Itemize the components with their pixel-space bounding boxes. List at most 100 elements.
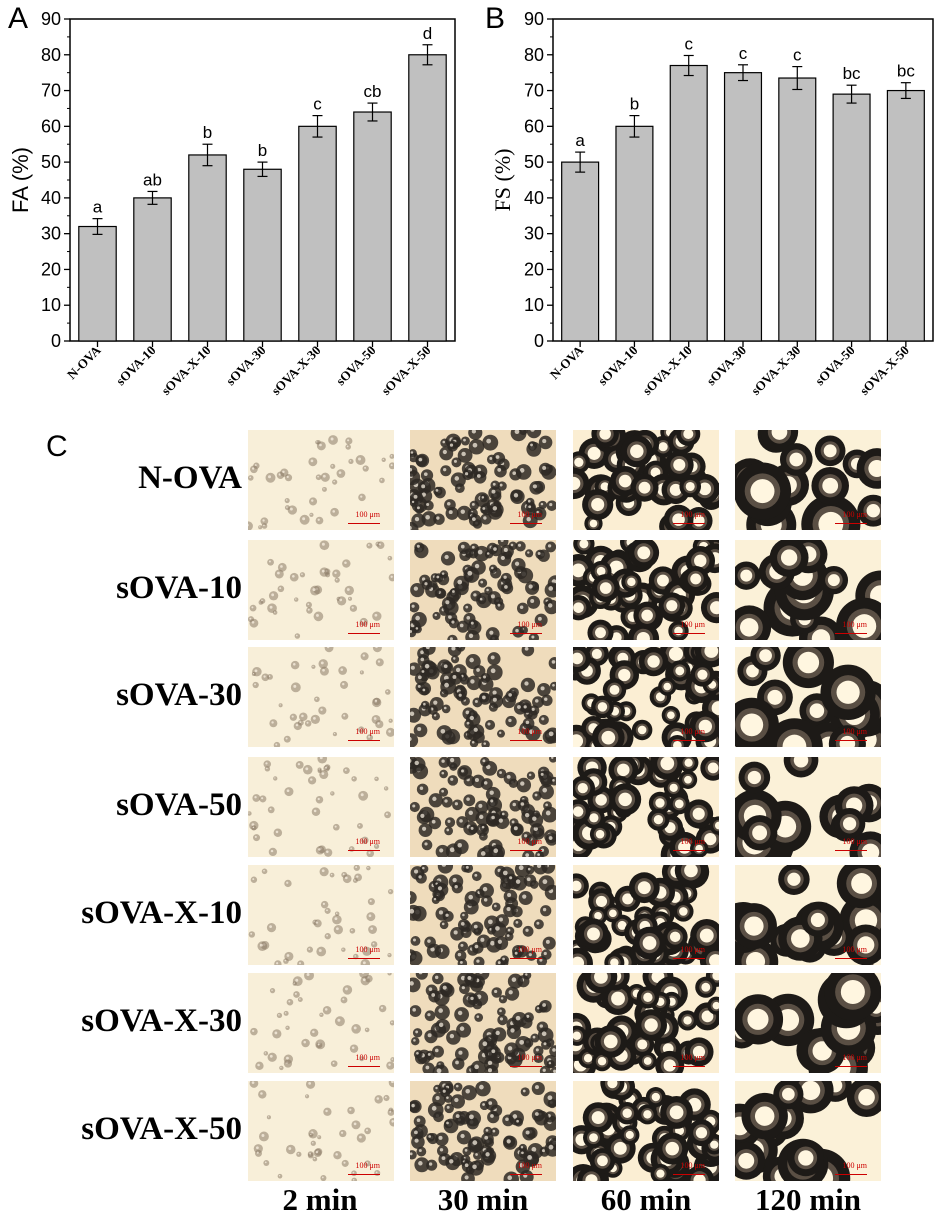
bubble-highlight [280,565,283,568]
bubble-highlight [308,1081,312,1085]
bubble-highlight [553,1069,556,1073]
bubble [510,430,527,442]
bubble-highlight [431,819,436,824]
bubble-highlight [540,772,544,776]
y-tick-label: 10 [524,295,544,315]
bubble-highlight [350,847,352,850]
bubble-field [248,757,392,857]
bubble-highlight [459,960,463,964]
bubble-highlight [363,838,366,841]
bubble-highlight [367,866,369,869]
bubble-highlight [455,1084,459,1088]
bubble-highlight [504,585,508,589]
bubble [249,1081,259,1088]
bubble-highlight [483,516,487,520]
bubble-highlight [416,544,420,548]
bubble-highlight [375,1171,378,1174]
bubble-highlight [474,873,478,877]
y-axis-label: FA (%) [8,147,33,213]
bubble-highlight [331,792,333,794]
scale-bar [673,849,705,851]
bubble-highlight [416,506,420,510]
bubble-highlight [524,647,529,651]
bubble-highlight [449,1159,454,1164]
bubble-highlight [471,741,475,744]
bubble-core [601,730,616,745]
bubble-highlight [454,885,458,889]
bubble-highlight [466,797,470,801]
bubble-highlight [467,570,473,576]
bubble-highlight [428,1135,431,1138]
bubble-highlight [540,848,545,852]
bubble-highlight [308,948,311,950]
y-tick-label: 50 [524,152,544,172]
bubble-highlight [425,514,430,520]
bubble-core [618,792,632,807]
bubble-highlight [368,914,372,918]
scale-bar [348,849,380,851]
micrograph-sova-x-10-60min: 100 μm [573,865,719,965]
bubble-highlight [438,1135,443,1140]
bubble-highlight [547,603,553,608]
bubble-highlight [470,826,474,830]
significance-letter: d [423,24,432,43]
bubble-highlight [309,1152,311,1155]
bubble-core [589,519,598,528]
bubble-highlight [528,584,533,589]
bubble-core [712,973,719,981]
bubble-highlight [534,1112,539,1116]
bubble-highlight [479,597,483,601]
bubble-highlight [410,981,414,986]
bubble-highlight [319,757,323,760]
bubble-highlight [541,717,545,721]
bubble-core [858,1088,875,1106]
bubble-highlight [468,810,473,816]
micrograph-sova-x-30-30min: 100 μm [410,973,556,1073]
bubble-highlight [342,873,345,876]
bubble-highlight [310,1133,312,1136]
y-tick-label: 60 [41,116,61,136]
bubble-core [698,719,713,734]
bubble-highlight [365,1129,369,1132]
bubble-highlight [334,571,337,575]
bubble-highlight [413,1130,418,1135]
scale-bar [348,1065,380,1067]
bubble-highlight [279,587,282,590]
bubble-field [410,540,556,640]
bubble-core [693,1174,706,1181]
bubble-highlight [481,825,485,829]
y-tick-label: 0 [51,331,61,351]
bubble-highlight [389,1110,392,1113]
bubble-highlight [446,828,450,832]
bubble-highlight [535,1048,539,1052]
bubble-highlight [524,681,529,686]
bubble-highlight [492,506,498,511]
micrograph-sova-x-50-120min: 100 μm [735,1081,881,1181]
bubble-highlight [422,688,426,692]
bubble-highlight [386,690,389,693]
bubble-highlight [312,665,314,668]
bubble-highlight [474,944,479,949]
significance-letter: bc [843,64,861,83]
bubble-highlight [495,455,500,459]
bubble-highlight [388,973,390,974]
bubble-core [643,1057,652,1065]
bubble-highlight [298,962,302,965]
bubble-highlight [492,690,497,695]
bubble-highlight [472,1164,477,1169]
scale-bar-label: 100 μm [517,620,542,629]
bubble-highlight [330,873,333,876]
bubble-core [673,740,682,747]
bubble [359,973,369,979]
bubble-highlight [250,932,253,935]
micrograph-sova-x-50-30min: 100 μm [410,1081,556,1181]
bubble-highlight [525,1130,530,1135]
bubble-highlight [412,1008,416,1012]
bubble-highlight [332,1061,335,1064]
bubble-highlight [490,1114,494,1118]
bubble-highlight [487,1068,493,1073]
bubble-highlight [453,459,457,463]
bubble-highlight [465,605,469,609]
bubble-highlight [334,917,338,921]
scale-bar [510,739,542,741]
